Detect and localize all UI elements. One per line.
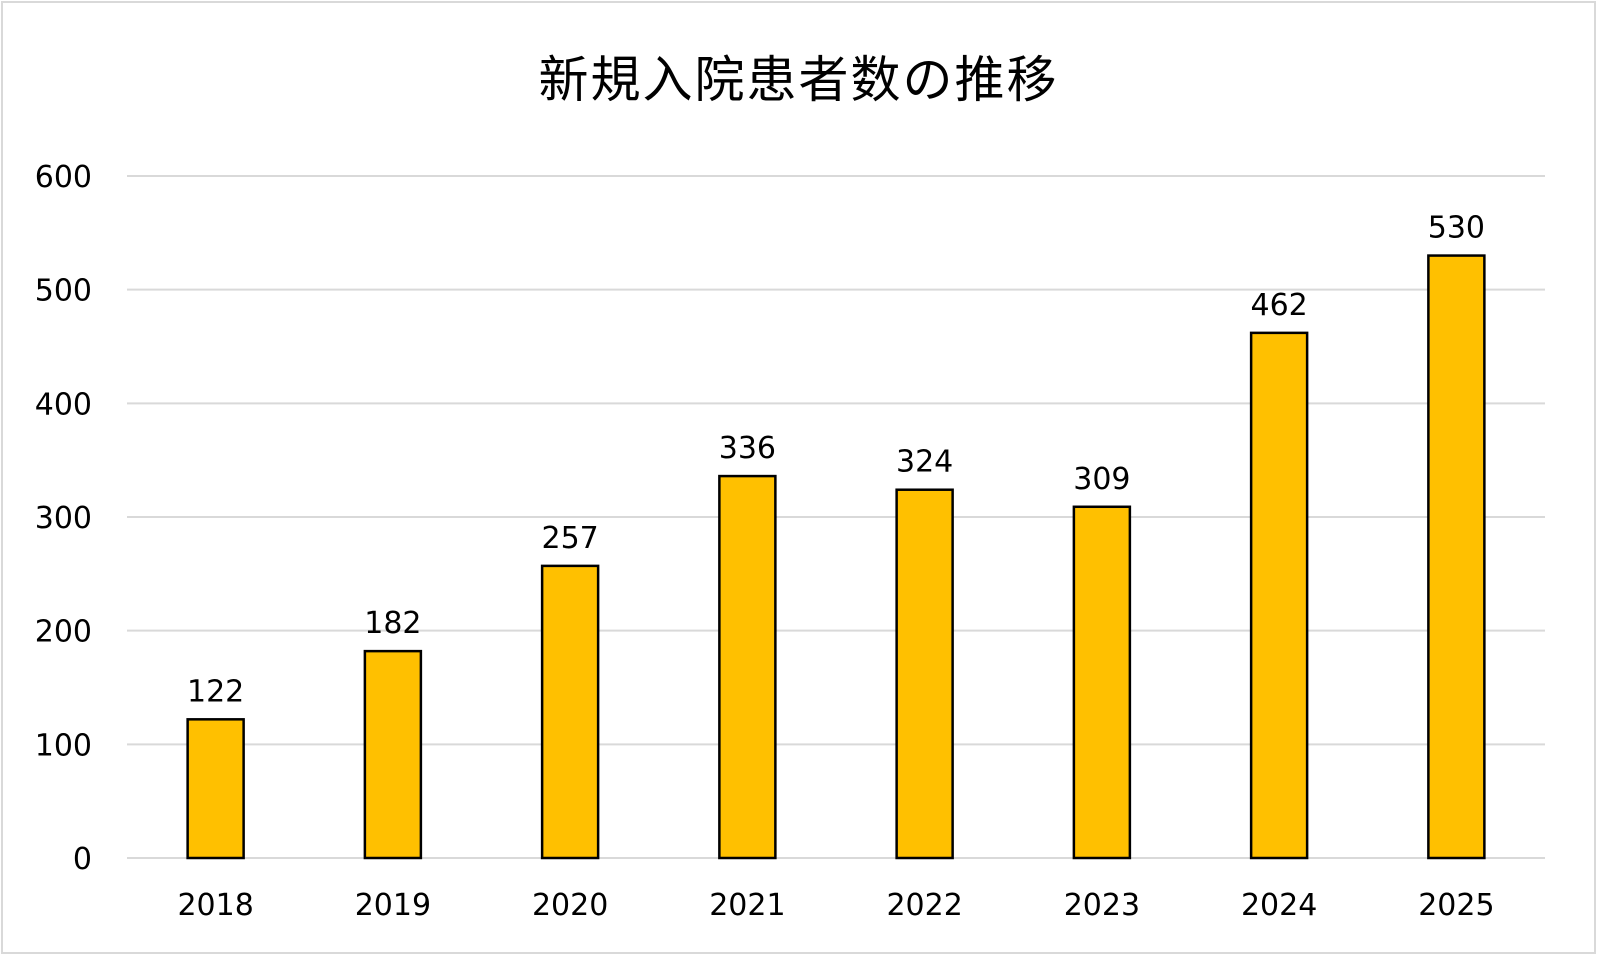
y-tick-label: 400 <box>35 387 92 422</box>
bar-2021 <box>718 474 777 860</box>
data-label: 324 <box>896 445 953 480</box>
data-label: 257 <box>541 521 598 556</box>
bar-2018 <box>186 718 245 860</box>
bar-2022 <box>895 488 954 860</box>
x-tick-label: 2025 <box>1418 888 1494 923</box>
y-tick-label: 500 <box>35 274 92 309</box>
bar-2025 <box>1427 254 1486 860</box>
y-tick-label: 600 <box>35 160 92 195</box>
bar-2024 <box>1249 331 1309 860</box>
x-tick-label: 2023 <box>1064 888 1140 923</box>
x-tick-label: 2022 <box>886 888 962 923</box>
y-tick-label: 100 <box>35 728 92 763</box>
data-label: 462 <box>1250 288 1307 323</box>
y-tick-label: 300 <box>35 501 92 536</box>
data-label: 122 <box>187 674 244 709</box>
data-label: 182 <box>364 606 421 641</box>
x-tick-label: 2020 <box>532 888 608 923</box>
chart-title: 新規入院患者数の推移 <box>538 51 1059 109</box>
y-tick-label: 0 <box>73 842 92 877</box>
x-tick-label: 2019 <box>355 888 431 923</box>
data-label: 309 <box>1073 462 1130 497</box>
bar-2020 <box>540 564 600 860</box>
bar-2023 <box>1072 505 1132 860</box>
x-tick-label: 2024 <box>1241 888 1317 923</box>
y-tick-label: 200 <box>35 615 92 650</box>
x-tick-label: 2018 <box>177 888 253 923</box>
bar-2019 <box>363 649 423 860</box>
data-label: 530 <box>1428 211 1485 246</box>
data-label: 336 <box>719 431 776 466</box>
x-tick-label: 2021 <box>709 888 785 923</box>
